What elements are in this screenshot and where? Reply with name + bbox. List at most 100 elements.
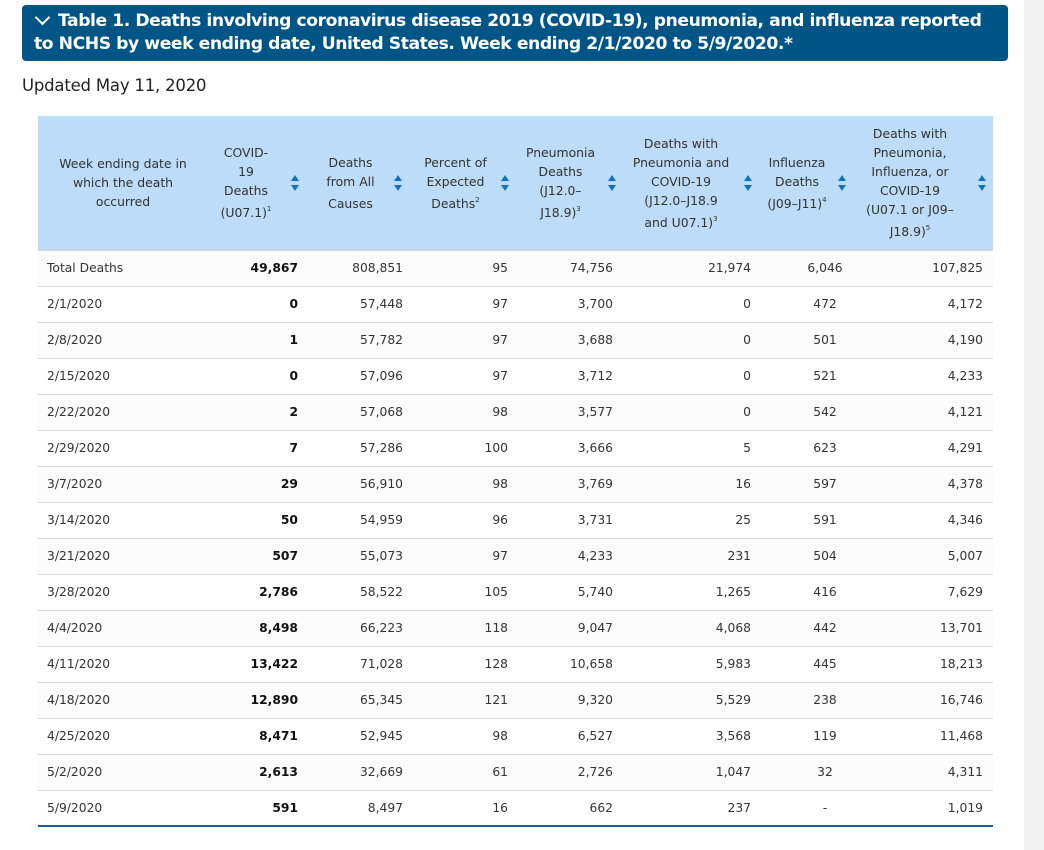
cell-pic-deaths: 4,172 <box>947 297 983 311</box>
cell-week: 3/7/2020 <box>47 477 103 491</box>
page-scroll-gutter <box>1024 0 1044 850</box>
cell-all-causes: 57,068 <box>359 405 403 419</box>
cell-all-causes: 54,959 <box>359 513 403 527</box>
cell-influenza-deaths: 504 <box>813 549 837 563</box>
cell-pic-deaths: 4,190 <box>947 333 983 347</box>
column-label: Influenza Deaths (J09–J11) <box>767 154 826 211</box>
cell-week: 5/2/2020 <box>47 765 103 779</box>
cell-covid-deaths: 507 <box>272 549 298 563</box>
cell-influenza-deaths: 623 <box>813 441 837 455</box>
cell-covid-deaths: 8,471 <box>259 729 298 743</box>
cell-covid-deaths: 29 <box>280 477 298 491</box>
cell-percent-expected: 121 <box>484 693 508 707</box>
sort-arrows-icon[interactable] <box>291 174 300 191</box>
cell-influenza-deaths: 416 <box>813 585 837 599</box>
cell-pneumonia-covid: 3,568 <box>715 729 751 743</box>
cell-pneumonia-deaths: 5,740 <box>577 585 613 599</box>
cell-week: 4/18/2020 <box>47 693 111 707</box>
cell-influenza-deaths: - <box>822 800 828 815</box>
cell-week: 3/21/2020 <box>47 549 111 563</box>
column-header-pneumonia-deaths[interactable]: Pneumonia Deaths (J12.0–J18.9)3 <box>518 116 623 250</box>
cell-covid-deaths: 50 <box>280 513 298 527</box>
cell-percent-expected: 95 <box>413 249 518 286</box>
cell-pneumonia-covid: 25 <box>735 513 751 527</box>
table-row: 2/8/2020 1 57,782 97 3,688 0 501 4,190 <box>38 322 993 358</box>
column-header-week[interactable]: Week ending date in which the death occu… <box>38 116 208 250</box>
cell-pneumonia-deaths: 6,527 <box>577 729 613 743</box>
cell-pneumonia-covid: 1,047 <box>715 765 751 779</box>
cell-week: 3/28/2020 <box>47 585 111 599</box>
cell-pic-deaths: 4,121 <box>947 405 983 419</box>
column-header-covid-deaths[interactable]: COVID-19 Deaths (U07.1)1 <box>208 116 308 250</box>
table-row: 4/4/2020 8,498 66,223 118 9,047 4,068 442 13,70… <box>38 610 993 646</box>
cell-pneumonia-covid: 21,974 <box>623 249 761 286</box>
sort-arrows-icon[interactable] <box>744 174 753 191</box>
cell-pneumonia-deaths: 2,726 <box>577 765 613 779</box>
cell-pneumonia-deaths: 3,700 <box>577 297 613 311</box>
column-header-pneumonia-influenza-covid[interactable]: Deaths with Pneumonia, Influenza, or COV… <box>853 116 993 250</box>
column-header-influenza-deaths[interactable]: Influenza Deaths (J09–J11)4 <box>761 116 853 250</box>
column-label: Deaths from All Causes <box>326 154 375 211</box>
cell-week: 5/9/2020 <box>47 800 103 815</box>
cell-percent-expected: 118 <box>484 621 508 635</box>
cell-pneumonia-deaths: 74,756 <box>518 249 623 286</box>
cell-covid-deaths: 0 <box>289 297 298 311</box>
column-header-pneumonia-and-covid[interactable]: Deaths with Pneumonia and COVID-19 (J12.… <box>623 116 761 250</box>
cell-pic-deaths: 18,213 <box>939 657 983 671</box>
cell-pneumonia-covid: 5 <box>743 441 751 455</box>
table-row: 2/1/2020 0 57,448 97 3,700 0 472 4,172 <box>38 286 993 322</box>
cell-pneumonia-deaths: 10,658 <box>569 657 613 671</box>
cell-percent-expected: 97 <box>492 333 508 347</box>
cell-percent-expected: 128 <box>484 657 508 671</box>
column-header-all-causes[interactable]: Deaths from All Causes <box>308 116 413 250</box>
cell-pneumonia-covid: 0 <box>743 369 751 383</box>
cell-influenza-deaths: 238 <box>813 693 837 707</box>
cell-covid-deaths: 2,613 <box>259 765 298 779</box>
cell-pneumonia-deaths: 3,712 <box>577 369 613 383</box>
cell-all-causes: 52,945 <box>359 729 403 743</box>
cell-percent-expected: 96 <box>492 513 508 527</box>
sort-arrows-icon[interactable] <box>501 174 510 191</box>
table-row: 3/14/2020 50 54,959 96 3,731 25 591 4,346 <box>38 502 993 538</box>
cell-covid-deaths: 13,422 <box>250 657 298 671</box>
table-row: 4/18/2020 12,890 65,345 121 9,320 5,529 238 16,… <box>38 682 993 718</box>
sort-arrows-icon[interactable] <box>394 174 403 191</box>
cell-pic-deaths: 4,233 <box>947 369 983 383</box>
sort-arrows-icon[interactable] <box>978 174 987 191</box>
cell-pneumonia-deaths: 4,233 <box>577 549 613 563</box>
table-row: 4/25/2020 8,471 52,945 98 6,527 3,568 119 11,46… <box>38 718 993 754</box>
cell-covid-deaths: 8,498 <box>259 621 298 635</box>
sort-arrows-icon[interactable] <box>608 174 617 191</box>
table-row: 2/15/2020 0 57,096 97 3,712 0 521 4,233 <box>38 358 993 394</box>
cell-pneumonia-deaths: 662 <box>589 800 613 815</box>
column-header-percent-expected[interactable]: Percent of Expected Deaths2 <box>413 116 518 250</box>
cell-pic-deaths: 4,346 <box>947 513 983 527</box>
cell-pneumonia-deaths: 3,769 <box>577 477 613 491</box>
table-title-toggle[interactable]: Table 1. Deaths involving coronavirus di… <box>22 5 1008 61</box>
sort-arrows-icon[interactable] <box>838 174 847 191</box>
cell-covid-deaths: 12,890 <box>250 693 298 707</box>
cell-pneumonia-covid: 237 <box>727 800 751 815</box>
cell-week: Total Deaths <box>38 249 208 286</box>
cell-percent-expected: 100 <box>484 441 508 455</box>
cell-percent-expected: 98 <box>492 477 508 491</box>
cell-influenza-deaths: 521 <box>813 369 837 383</box>
cell-pneumonia-deaths: 9,047 <box>577 621 613 635</box>
cell-week: 2/15/2020 <box>47 369 111 383</box>
table-row: 3/7/2020 29 56,910 98 3,769 16 597 4,378 <box>38 466 993 502</box>
cell-pneumonia-deaths: 3,731 <box>577 513 613 527</box>
cell-influenza-deaths: 445 <box>813 657 837 671</box>
table-row: 4/11/2020 13,422 71,028 128 10,658 5,983 445 18… <box>38 646 993 682</box>
cell-percent-expected: 97 <box>492 369 508 383</box>
cell-week: 4/25/2020 <box>47 729 111 743</box>
cell-week: 2/22/2020 <box>47 405 111 419</box>
chevron-down-icon <box>34 9 51 26</box>
cell-all-causes: 57,448 <box>359 297 403 311</box>
cell-pic-deaths: 7,629 <box>947 585 983 599</box>
cell-all-causes: 57,096 <box>359 369 403 383</box>
cell-all-causes: 65,345 <box>359 693 403 707</box>
cell-pneumonia-deaths: 9,320 <box>577 693 613 707</box>
cell-all-causes: 57,286 <box>359 441 403 455</box>
cell-covid-deaths: 49,867 <box>208 249 308 286</box>
cell-covid-deaths: 2 <box>289 405 298 419</box>
